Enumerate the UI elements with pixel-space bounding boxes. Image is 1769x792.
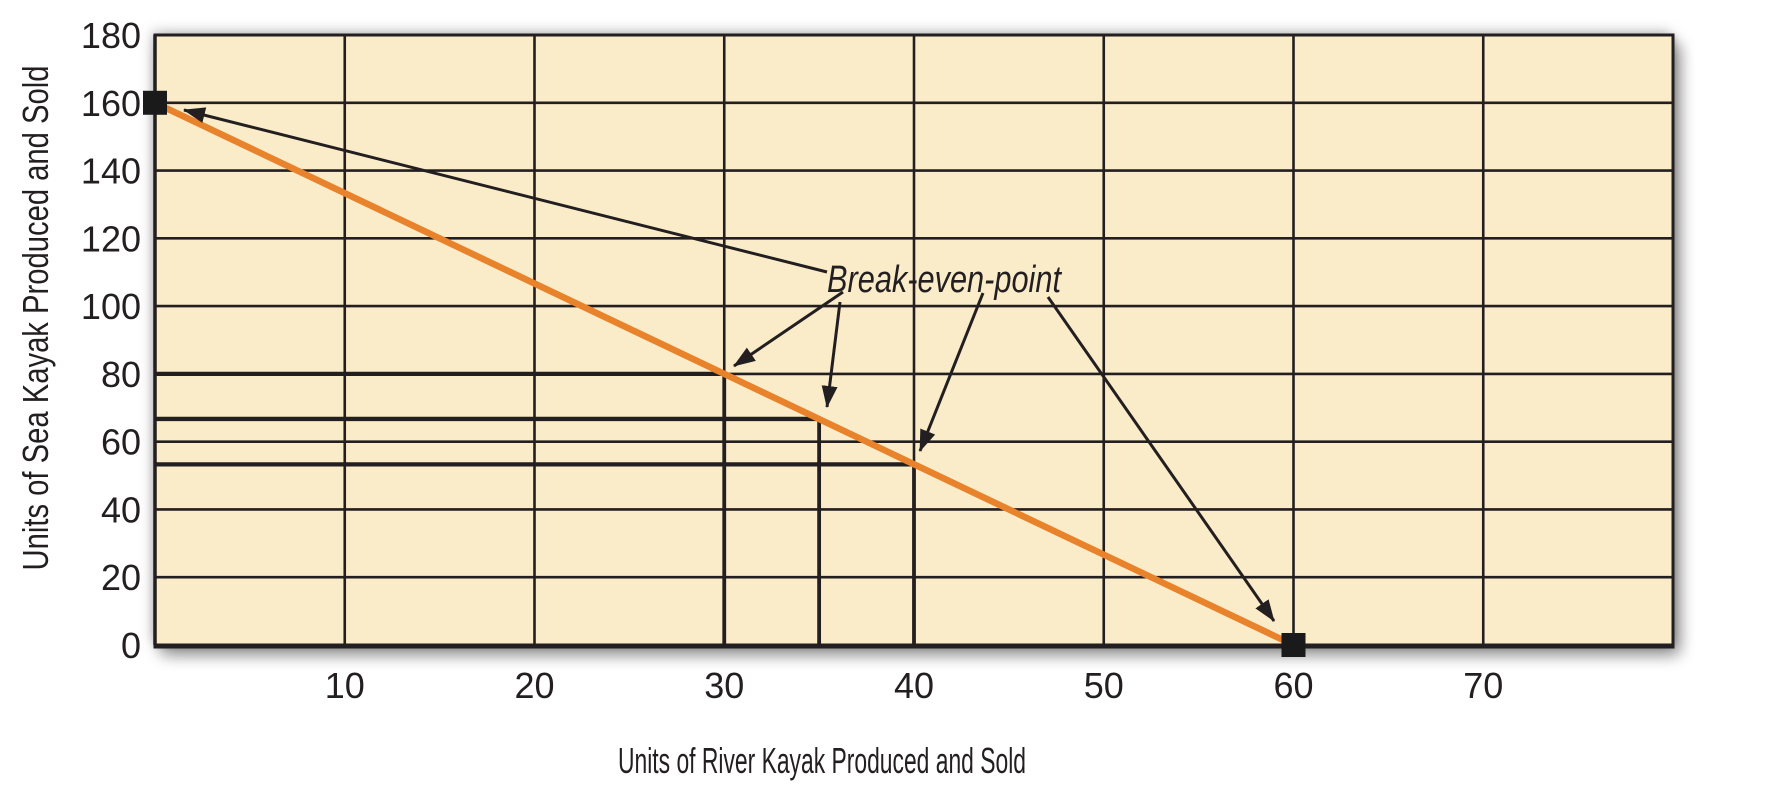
y-tick-label-180: 180 [81, 15, 141, 56]
endpoint-marker-0-160 [143, 90, 167, 115]
break-even-line [153, 99, 1295, 648]
chart-layers: 0 20 40 60 80 100 120 140 160 180 10 20 30 40 50 60 70 [81, 15, 1675, 706]
y-tick-label-140: 140 [81, 151, 141, 192]
y-tick-label-100: 100 [81, 286, 141, 327]
x-tick-label-50: 50 [1084, 665, 1124, 706]
y-tick-label-120: 120 [81, 218, 141, 259]
y-axis-title: Units of Sea Kayak Produced and Sold [15, 66, 56, 571]
x-axis-title: Units of River Kayak Produced and Sold [618, 740, 1026, 781]
y-tick-label-0: 0 [121, 625, 141, 666]
annotation-arrow-4 [918, 292, 985, 452]
endpoint-marker-60-0 [1281, 633, 1306, 657]
x-tick-label-70: 70 [1463, 665, 1503, 706]
annotation-arrow-5 [1046, 296, 1276, 622]
y-tick-label-60: 60 [101, 422, 141, 463]
y-tick-label-40: 40 [101, 489, 141, 530]
annotation-arrow-1 [183, 107, 828, 274]
y-tick-label-80: 80 [101, 354, 141, 395]
x-tick-label-60: 60 [1273, 665, 1313, 706]
break-even-annotation-label: Break-even-point [827, 259, 1062, 301]
x-tick-label-30: 30 [704, 665, 744, 706]
x-tick-label-10: 10 [325, 665, 365, 706]
x-tick-label-40: 40 [894, 665, 934, 706]
y-tick-label-20: 20 [101, 557, 141, 598]
annotation-arrow-2 [733, 290, 844, 368]
y-tick-label-160: 160 [81, 83, 141, 124]
x-tick-label-20: 20 [514, 665, 554, 706]
annotation-arrow-3 [821, 301, 842, 408]
